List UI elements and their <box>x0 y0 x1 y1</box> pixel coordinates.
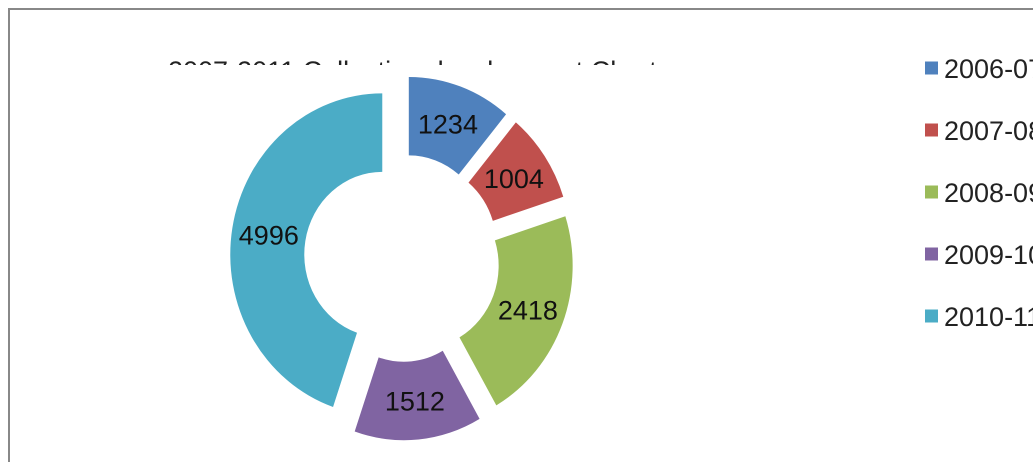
chart-title: 2007-2011 Collection development Chart <box>168 56 657 86</box>
slice-2007-08 <box>468 122 564 221</box>
slice-2010-11 <box>230 93 383 407</box>
legend-label: 2007-08 <box>944 116 1033 146</box>
legend-swatch <box>925 61 938 75</box>
legend-item: 2008-09 <box>925 178 1033 208</box>
legend-item: 2010-11 <box>925 302 1033 332</box>
slice-value-label: 1004 <box>484 164 544 194</box>
legend-swatch <box>925 247 938 261</box>
slice-value-label: 4996 <box>239 221 299 251</box>
slice-value-label: 1512 <box>385 386 445 416</box>
slice-value-label: 2418 <box>498 296 558 326</box>
slice-2008-09 <box>459 216 573 406</box>
slices-layer <box>230 76 573 441</box>
legend-swatch <box>925 309 938 323</box>
legend-label: 2009-10 <box>944 240 1033 270</box>
doughnut-chart: 2007-2011 Collection development Chart 1… <box>168 54 1033 441</box>
slice-value-label: 1234 <box>418 109 478 139</box>
legend-item: 2007-08 <box>925 116 1033 146</box>
legend-swatch <box>925 185 938 199</box>
slice-2006-07 <box>408 76 507 175</box>
legend-item: 2006-07 <box>925 54 1033 84</box>
legend-label: 2010-11 <box>944 302 1033 332</box>
legend-label: 2008-09 <box>944 178 1033 208</box>
legend-swatch <box>925 123 938 137</box>
legend-item: 2009-10 <box>925 240 1033 270</box>
slice-2009-10 <box>354 350 480 441</box>
legend: 2006-07 2007-08 2008-09 2009-10 2010-11 <box>925 54 1033 332</box>
legend-label: 2006-07 <box>944 54 1033 84</box>
chart-frame: 2007-2011 Collection development Chart 1… <box>8 8 1033 462</box>
